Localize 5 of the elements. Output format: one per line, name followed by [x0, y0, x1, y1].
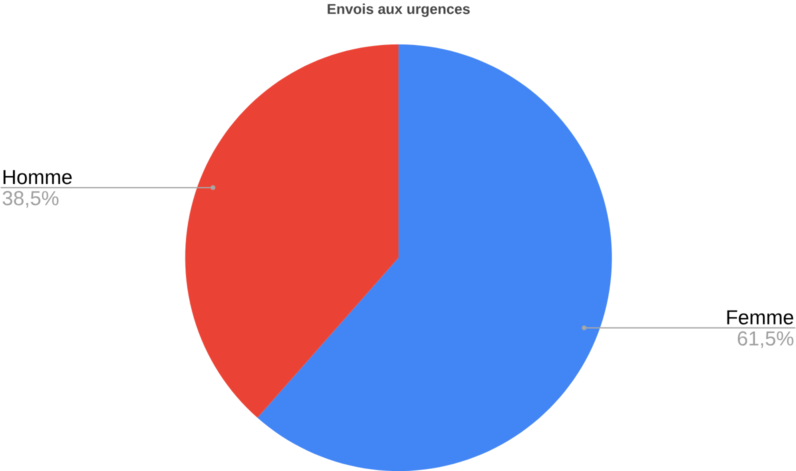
chart-title: Envois aux urgences	[328, 4, 470, 17]
slice-label: Femme	[727, 310, 794, 324]
slice-label: Homme	[4, 170, 72, 184]
data-label: 38,5%	[2, 190, 58, 208]
data-label: 61,5%	[738, 331, 794, 348]
